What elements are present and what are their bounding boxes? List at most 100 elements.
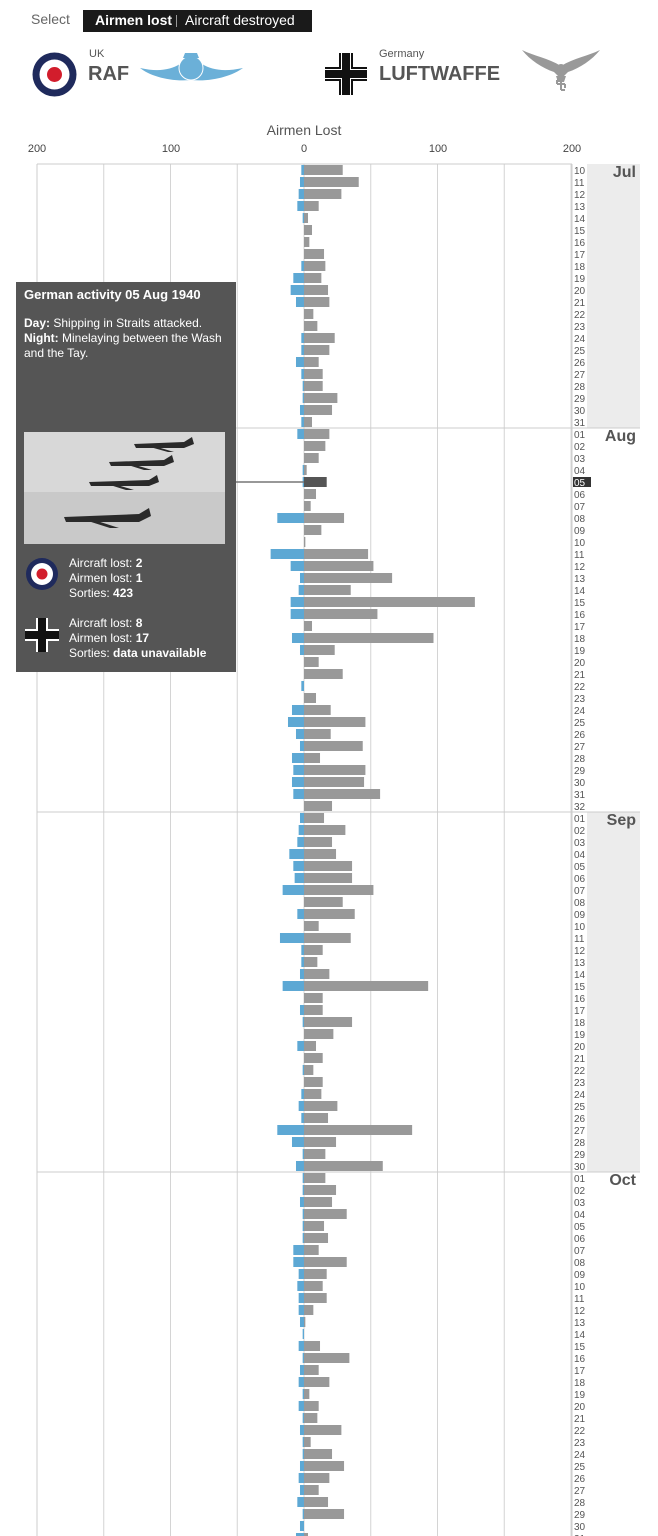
month-label: Oct <box>609 1172 636 1189</box>
raf-aircraft-label: Aircraft lost: <box>69 556 133 570</box>
raf-bar <box>277 513 304 523</box>
luftwaffe-bar <box>304 969 330 979</box>
luftwaffe-bar <box>304 609 378 619</box>
raf-bar <box>297 1497 304 1507</box>
day-label: 15 <box>574 1342 586 1353</box>
day-label: 10 <box>574 922 586 933</box>
raf-bar <box>298 1341 304 1351</box>
luftwaffe-bar <box>304 1305 314 1315</box>
luftwaffe-stats: Aircraft lost: 8 Airmen lost: 17 Sorties… <box>69 616 206 661</box>
luftwaffe-bar <box>304 873 353 883</box>
raf-bar <box>297 1041 304 1051</box>
day-label: 25 <box>574 718 586 729</box>
raf-bar <box>301 1113 304 1123</box>
luftwaffe-bar <box>304 1113 329 1123</box>
luftwaffe-bar <box>304 645 335 655</box>
raf-airmen-label: Airmen lost: <box>69 571 133 585</box>
raf-bar <box>302 1149 304 1159</box>
luftwaffe-bar <box>304 345 330 355</box>
day-label: 11 <box>574 934 585 945</box>
raf-bar <box>299 645 304 655</box>
chart-title: Airmen Lost <box>266 122 342 138</box>
raf-bar <box>301 165 304 175</box>
day-label: 02 <box>574 442 586 453</box>
raf-bar <box>293 1245 304 1255</box>
day-text: Shipping in Straits attacked. <box>53 316 203 330</box>
day-label: 27 <box>574 1126 586 1137</box>
raf-bar <box>291 633 304 643</box>
luftwaffe-bar <box>304 669 343 679</box>
day-label: 09 <box>574 910 586 921</box>
lw-sorties-label: Sorties: <box>69 646 110 660</box>
day-label: 04 <box>574 466 586 477</box>
spitfire-photo <box>24 432 225 544</box>
luftwaffe-bar <box>304 1389 310 1399</box>
luftwaffe-bar <box>304 1077 323 1087</box>
luftwaffe-bar <box>304 513 345 523</box>
raf-bar <box>302 1209 304 1219</box>
day-label: 25 <box>574 346 586 357</box>
airmen-lost-option[interactable]: Airmen lost <box>95 12 173 28</box>
day-label: 03 <box>574 454 586 465</box>
day-label: 07 <box>574 502 586 513</box>
raf-bar <box>295 297 304 307</box>
luftwaffe-bar <box>304 1317 306 1327</box>
raf-bar <box>301 369 304 379</box>
raf-bar <box>302 1233 304 1243</box>
luftwaffe-bar <box>304 1293 327 1303</box>
raf-bar <box>299 1365 304 1375</box>
luftwaffe-bar <box>304 1149 326 1159</box>
day-label: 20 <box>574 1402 586 1413</box>
luftwaffe-bar <box>304 1377 330 1387</box>
raf-roundel-icon <box>26 558 58 590</box>
day-label: 21 <box>574 1054 586 1065</box>
day-label: 15 <box>574 226 586 237</box>
day-label: 28 <box>574 754 586 765</box>
raf-stats: Aircraft lost: 2 Airmen lost: 1 Sorties:… <box>69 556 142 601</box>
luftwaffe-bar <box>304 1461 345 1471</box>
day-label: 26 <box>574 358 586 369</box>
luftwaffe-bar <box>304 261 326 271</box>
raf-sorties-label: Sorties: <box>69 586 110 600</box>
raf-bar <box>298 189 304 199</box>
luftwaffe-bar <box>304 933 351 943</box>
raf-sorties-value: 423 <box>113 586 134 600</box>
day-label: 24 <box>574 706 586 717</box>
luftwaffe-bar <box>304 309 314 319</box>
day-label: 10 <box>574 1282 586 1293</box>
day-label: 26 <box>574 1474 586 1485</box>
raf-bar <box>302 1353 304 1363</box>
luftwaffe-bar <box>304 1485 319 1495</box>
day-label: 17 <box>574 1006 586 1017</box>
raf-bar <box>301 417 304 427</box>
raf-bar <box>299 1005 304 1015</box>
luftwaffe-bar <box>304 765 366 775</box>
luftwaffe-bar <box>304 561 374 571</box>
raf-bar <box>290 597 304 607</box>
luftwaffe-bar <box>304 801 333 811</box>
luftwaffe-bar <box>304 1065 314 1075</box>
luftwaffe-bar <box>304 897 343 907</box>
luftwaffe-bar <box>304 957 318 967</box>
luftwaffe-bar <box>304 1437 311 1447</box>
day-label: 17 <box>574 1366 586 1377</box>
day-label: 32 <box>574 802 586 813</box>
luftwaffe-bar <box>304 1041 317 1051</box>
luftwaffe-bar <box>304 429 330 439</box>
luftwaffe-bar <box>304 1209 347 1219</box>
metric-toggle[interactable]: Airmen lost Aircraft destroyed <box>83 10 312 32</box>
raf-bar <box>301 261 304 271</box>
day-label: 07 <box>574 886 586 897</box>
raf-bar <box>302 1017 304 1027</box>
aircraft-destroyed-option[interactable]: Aircraft destroyed <box>185 12 295 28</box>
day-label: 16 <box>574 994 586 1005</box>
raf-bar <box>287 717 304 727</box>
raf-bar <box>299 1317 304 1327</box>
luftwaffe-bar <box>304 177 359 187</box>
luftwaffe-bar <box>304 1413 318 1423</box>
day-label: 30 <box>574 1162 586 1173</box>
month-label: Sep <box>607 812 637 829</box>
raf-airmen-value: 1 <box>135 571 143 585</box>
luftwaffe-bar <box>304 1341 321 1351</box>
day-label: 21 <box>574 298 586 309</box>
